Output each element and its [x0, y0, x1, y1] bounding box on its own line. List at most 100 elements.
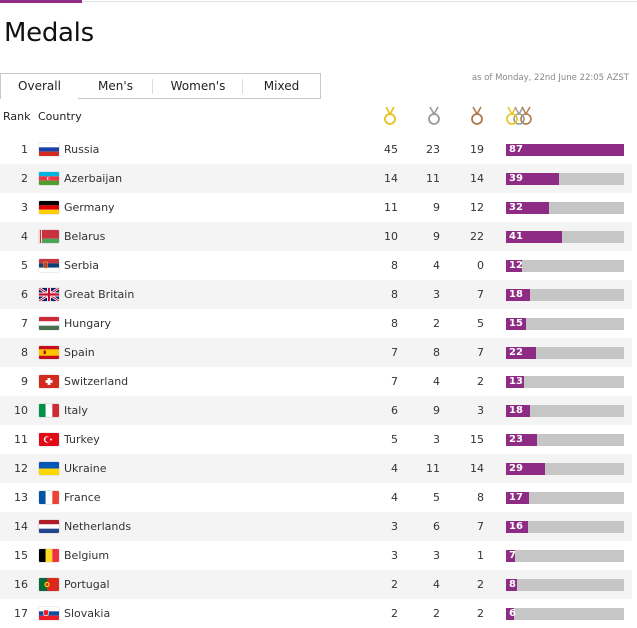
country-name[interactable]: Germany [64, 201, 115, 214]
country-name[interactable]: Ukraine [64, 462, 107, 475]
flag-switzerland-icon [39, 375, 59, 388]
country-name[interactable]: Azerbaijan [64, 172, 123, 185]
gold-medal-icon [383, 106, 397, 130]
total-bar: 41 [506, 231, 624, 243]
silver-count: 2 [433, 317, 440, 330]
rank-column-header: Rank [3, 110, 31, 123]
as-of-timestamp: as of Monday, 22nd June 22:05 AZST [471, 73, 629, 83]
silver-count: 11 [426, 172, 440, 185]
table-row[interactable]: 13 France 4 5 8 17 [0, 483, 632, 512]
flag-hungary-icon [39, 317, 59, 330]
silver-count: 4 [433, 578, 440, 591]
country-name[interactable]: Slovakia [64, 607, 111, 620]
total-bar: 39 [506, 173, 624, 185]
country-name[interactable]: Portugal [64, 578, 110, 591]
country-name[interactable]: Serbia [64, 259, 100, 272]
table-row[interactable]: 5 Serbia 8 4 0 12 [0, 251, 632, 280]
tab-overall[interactable]: Overall [0, 73, 79, 99]
table-row[interactable]: 9 Switzerland 7 4 2 13 [0, 367, 632, 396]
table-row[interactable]: 2 Azerbaijan 14 11 14 39 [0, 164, 632, 193]
total-bar-fill [506, 231, 562, 243]
flag-russia-icon [39, 143, 59, 156]
total-bar: 29 [506, 463, 624, 475]
table-row[interactable]: 1 Russia 45 23 19 87 [0, 135, 632, 164]
total-count: 15 [509, 318, 523, 329]
flag-germany-icon [39, 201, 59, 214]
table-row[interactable]: 17 Slovakia 2 2 2 6 [0, 599, 632, 628]
bronze-medal-icon [470, 106, 484, 130]
country-name[interactable]: Russia [64, 143, 100, 156]
table-row[interactable]: 15 Belgium 3 3 1 7 [0, 541, 632, 570]
silver-count: 5 [433, 491, 440, 504]
table-row[interactable]: 16 Portugal 2 4 2 8 [0, 570, 632, 599]
rank-cell: 13 [14, 491, 28, 504]
total-count: 16 [509, 521, 523, 532]
flag-ukraine-icon [39, 462, 59, 475]
country-name[interactable]: Switzerland [64, 375, 129, 388]
total-count: 17 [509, 492, 523, 503]
gold-count: 8 [391, 288, 398, 301]
rank-cell: 10 [14, 404, 28, 417]
rank-cell: 16 [14, 578, 28, 591]
country-name[interactable]: Italy [64, 404, 88, 417]
total-bar: 23 [506, 434, 624, 446]
gold-count: 3 [391, 520, 398, 533]
total-bar: 17 [506, 492, 624, 504]
gold-count: 7 [391, 346, 398, 359]
total-count: 12 [509, 260, 523, 271]
total-bar-fill [506, 289, 530, 301]
tab-mens[interactable]: Men's [78, 73, 153, 99]
country-name[interactable]: France [64, 491, 101, 504]
country-name[interactable]: Turkey [64, 433, 100, 446]
total-bar: 8 [506, 579, 624, 591]
page-title: Medals [4, 18, 94, 48]
gold-count: 4 [391, 462, 398, 475]
silver-count: 9 [433, 404, 440, 417]
gold-count: 6 [391, 404, 398, 417]
silver-count: 4 [433, 375, 440, 388]
country-name[interactable]: Netherlands [64, 520, 132, 533]
country-name[interactable]: Belgium [64, 549, 110, 562]
table-row[interactable]: 10 Italy 6 9 3 18 [0, 396, 632, 425]
silver-medal-icon [427, 106, 441, 130]
tab-womens[interactable]: Women's [153, 73, 243, 99]
flag-great-britain-icon [39, 288, 59, 301]
country-name[interactable]: Spain [64, 346, 95, 359]
silver-count: 4 [433, 259, 440, 272]
total-bar-fill [506, 492, 529, 504]
total-bar: 22 [506, 347, 624, 359]
table-row[interactable]: 11 Turkey 5 3 15 23 [0, 425, 632, 454]
table-row[interactable]: 7 Hungary 8 2 5 15 [0, 309, 632, 338]
bronze-count: 0 [477, 259, 484, 272]
total-bar: 32 [506, 202, 624, 214]
rank-cell: 1 [21, 143, 28, 156]
table-row[interactable]: 12 Ukraine 4 11 14 29 [0, 454, 632, 483]
rank-cell: 15 [14, 549, 28, 562]
country-name[interactable]: Hungary [64, 317, 111, 330]
gold-count: 3 [391, 549, 398, 562]
gold-count: 8 [391, 317, 398, 330]
total-bar-fill [506, 434, 537, 446]
total-bar: 18 [506, 289, 624, 301]
table-row[interactable]: 8 Spain 7 8 7 22 [0, 338, 632, 367]
table-row[interactable]: 3 Germany 11 9 12 32 [0, 193, 632, 222]
top-bar [0, 0, 637, 3]
total-count: 23 [509, 434, 523, 445]
total-bar-fill [506, 550, 515, 562]
bronze-count: 14 [470, 172, 484, 185]
country-name[interactable]: Great Britain [64, 288, 135, 301]
country-name[interactable]: Belarus [64, 230, 106, 243]
rank-cell: 2 [21, 172, 28, 185]
table-row[interactable]: 14 Netherlands 3 6 7 16 [0, 512, 632, 541]
total-bar: 18 [506, 405, 624, 417]
total-count: 39 [509, 173, 523, 184]
table-row[interactable]: 4 Belarus 10 9 22 41 [0, 222, 632, 251]
total-bar: 15 [506, 318, 624, 330]
total-count: 7 [509, 550, 516, 561]
flag-azerbaijan-icon [39, 172, 59, 185]
total-count: 87 [509, 144, 523, 155]
rank-cell: 5 [21, 259, 28, 272]
total-count: 6 [509, 608, 516, 619]
tab-mixed[interactable]: Mixed [243, 73, 321, 99]
table-row[interactable]: 6 Great Britain 8 3 7 18 [0, 280, 632, 309]
